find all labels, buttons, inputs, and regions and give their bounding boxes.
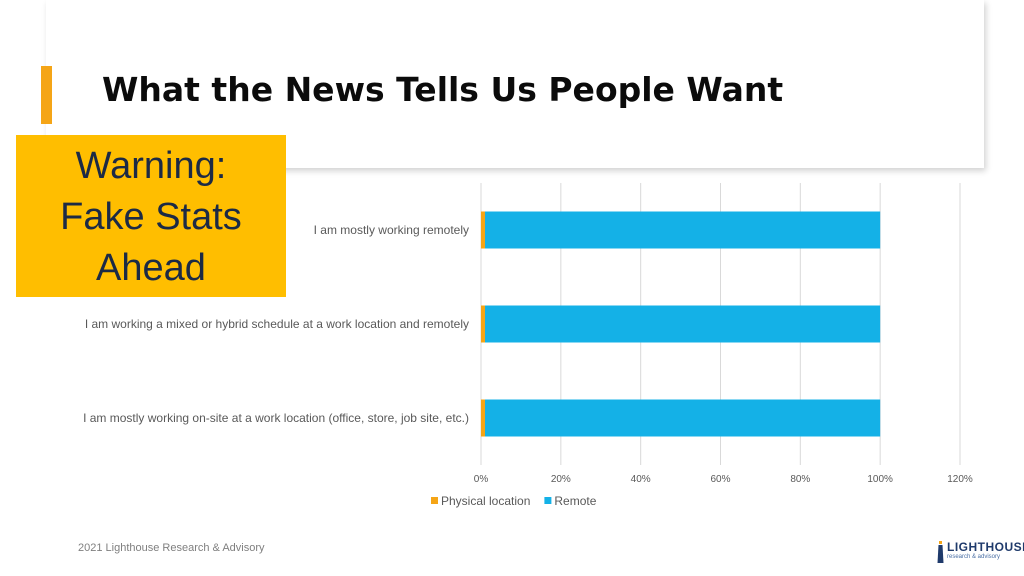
bar-segment	[481, 399, 485, 437]
logo-tagline: research & advisory	[947, 554, 1001, 560]
title-accent-bar	[41, 66, 52, 124]
x-tick-label: 20%	[551, 474, 571, 485]
bar-segment	[481, 305, 485, 343]
category-label: I am mostly working on-site at a work lo…	[83, 411, 469, 425]
legend-swatch	[544, 497, 552, 504]
category-label: I am mostly working remotely	[314, 223, 469, 237]
warning-line-1: Warning:	[75, 145, 227, 187]
lighthouse-icon	[937, 541, 944, 563]
warning-line-3: Ahead	[96, 247, 206, 289]
company-logo: LIGHTHOUSE research & advisory	[937, 540, 1024, 566]
slide-title: What the News Tells Us People Want	[102, 70, 784, 109]
bar-segment	[484, 211, 881, 249]
category-label: I am working a mixed or hybrid schedule …	[85, 317, 469, 331]
warning-line-2: Fake Stats	[60, 196, 242, 238]
legend-swatch	[431, 497, 438, 504]
x-tick-label: 120%	[947, 474, 973, 485]
x-tick-label: 0%	[474, 474, 489, 485]
legend-label: Remote	[554, 494, 596, 508]
x-tick-label: 100%	[867, 474, 893, 485]
x-tick-label: 40%	[631, 474, 651, 485]
bar-segment	[484, 305, 881, 343]
footer-text: 2021 Lighthouse Research & Advisory	[78, 542, 265, 554]
x-tick-label: 80%	[790, 474, 810, 485]
logo-wordmark: LIGHTHOUSE	[947, 540, 1024, 554]
bar-segment	[481, 211, 485, 249]
bar-segment	[484, 399, 881, 437]
warning-callout: Warning: Fake Stats Ahead	[16, 135, 286, 297]
x-tick-label: 60%	[710, 474, 730, 485]
legend-label: Physical location	[441, 494, 530, 508]
